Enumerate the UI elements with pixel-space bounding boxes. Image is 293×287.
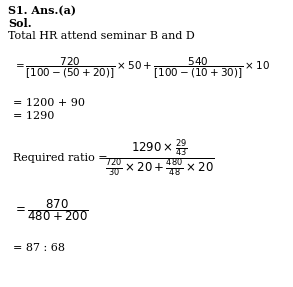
Text: Sol.: Sol. <box>8 18 32 29</box>
Text: $= \dfrac{720}{[100-(50+20)]} \times 50 + \dfrac{540}{[100-(10+30)]} \times 10$: $= \dfrac{720}{[100-(50+20)]} \times 50 … <box>13 55 270 81</box>
Text: Required ratio =: Required ratio = <box>13 153 111 163</box>
Text: = 87 : 68: = 87 : 68 <box>13 243 65 253</box>
Text: = 1200 + 90: = 1200 + 90 <box>13 98 85 108</box>
Text: $= \dfrac{870}{480+200}$: $= \dfrac{870}{480+200}$ <box>13 197 89 223</box>
Text: S1. Ans.(a): S1. Ans.(a) <box>8 5 76 16</box>
Text: = 1290: = 1290 <box>13 111 54 121</box>
Text: $\dfrac{1290\times\frac{29}{43}}{\frac{720}{30}\times20+\frac{480}{48}\times20}$: $\dfrac{1290\times\frac{29}{43}}{\frac{7… <box>105 137 214 179</box>
Text: Total HR attend seminar B and D: Total HR attend seminar B and D <box>8 31 195 41</box>
